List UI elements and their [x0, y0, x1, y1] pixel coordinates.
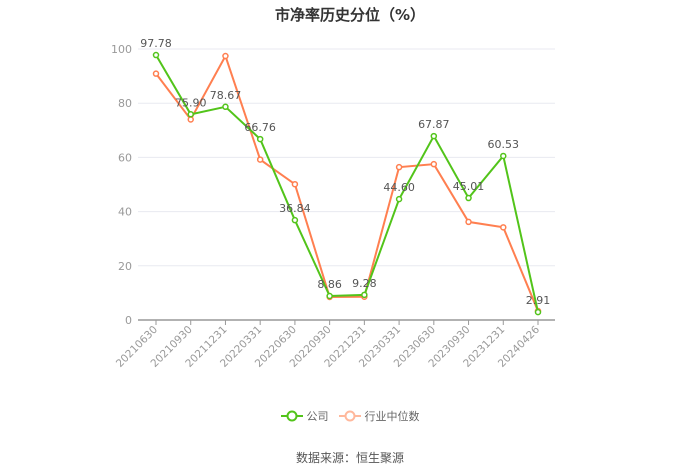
legend-label: 公司 [306, 410, 329, 423]
data-point [256, 156, 264, 163]
data-point [291, 216, 299, 224]
data-label: 75.90 [175, 96, 207, 109]
y-tick-label: 60 [118, 151, 132, 164]
data-point [222, 103, 229, 111]
data-label: 60.53 [488, 138, 520, 151]
data-point [291, 180, 299, 188]
legend-item-company[interactable]: 公司 [280, 408, 329, 424]
legend: 公司 行业中位数 [0, 408, 700, 424]
data-point [152, 70, 160, 77]
data-point [534, 308, 542, 316]
data-label: 2.91 [526, 294, 551, 307]
data-label: 67.87 [418, 118, 450, 131]
y-tick-label: 100 [111, 43, 132, 56]
data-point [500, 152, 507, 160]
data-point [430, 160, 438, 168]
chart-title: 市净率历史分位（%） [274, 6, 426, 24]
legend-industry-icon [338, 410, 361, 422]
data-point [326, 292, 333, 300]
data-point [361, 291, 368, 299]
data-point [187, 116, 194, 123]
data-point [465, 194, 472, 202]
legend-label: 行业中位数 [364, 410, 420, 423]
data-label: 8.86 [317, 278, 342, 291]
data-label: 78.67 [210, 89, 242, 102]
data-point [152, 51, 160, 59]
data-label: 9.28 [352, 277, 377, 290]
legend-company-icon [280, 410, 303, 422]
data-point [256, 135, 264, 143]
legend-item-industry[interactable]: 行业中位数 [338, 408, 420, 424]
data-point [465, 218, 472, 226]
data-label: 44.60 [383, 181, 415, 194]
y-tick-label: 80 [118, 97, 132, 110]
data-point [187, 111, 194, 118]
y-tick-label: 0 [125, 314, 132, 327]
data-point [395, 163, 403, 171]
y-tick-label: 20 [118, 260, 132, 273]
series-line-industry [155, 53, 539, 312]
data-label: 36.84 [279, 202, 311, 215]
data-point [430, 132, 438, 140]
series-line-company [155, 54, 539, 313]
data-point [395, 195, 403, 203]
data-label: 45.01 [453, 180, 485, 193]
data-point [500, 224, 507, 231]
data-source: 数据来源：恒生聚源 [295, 451, 404, 465]
data-label: 66.76 [244, 121, 276, 134]
data-label: 97.78 [140, 37, 172, 50]
data-point [222, 52, 229, 60]
y-tick-label: 40 [118, 206, 132, 219]
